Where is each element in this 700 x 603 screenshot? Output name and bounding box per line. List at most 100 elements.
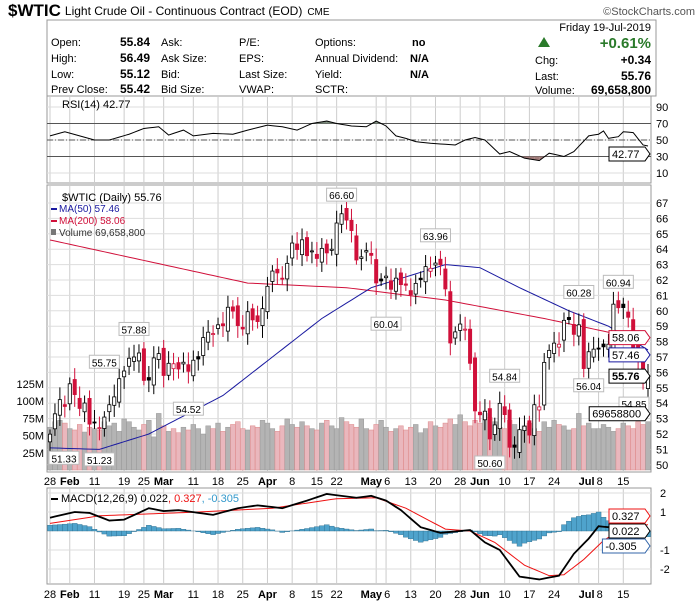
volume-bar xyxy=(220,431,226,471)
histogram-bar xyxy=(210,530,216,535)
last-price-tag-box xyxy=(608,368,651,384)
y-tick-label: 59 xyxy=(656,321,668,333)
histogram-bar xyxy=(497,530,503,535)
volume-bar xyxy=(146,420,152,471)
candle-body xyxy=(67,383,72,405)
candle-body xyxy=(532,404,537,436)
x-tick-label: 19 xyxy=(118,589,130,601)
label-volume: Volume: xyxy=(535,85,575,97)
histogram-bar xyxy=(477,530,483,534)
price-annotation: 54.85 xyxy=(621,400,646,411)
candle-body xyxy=(591,348,596,358)
ma50-line xyxy=(49,264,649,450)
candle-body xyxy=(82,402,87,413)
x-tick-label: Apr xyxy=(258,589,278,601)
histogram-bar xyxy=(57,524,63,532)
last-price-tag: 55.76 xyxy=(612,371,640,383)
volume-bar xyxy=(605,426,612,471)
candle-body xyxy=(132,356,137,362)
volume-bar xyxy=(141,424,147,471)
volume-bar xyxy=(329,425,335,471)
histogram-bar xyxy=(487,530,493,537)
histogram-bar xyxy=(52,524,58,532)
x-tick-label: May xyxy=(361,589,383,601)
candle-body xyxy=(122,370,127,378)
histogram-bar xyxy=(319,525,325,532)
histogram-bar xyxy=(561,524,567,532)
candle-body xyxy=(102,416,107,429)
candle-body xyxy=(319,248,324,263)
volume-bar xyxy=(571,428,577,471)
candle-body xyxy=(181,361,186,365)
volume-tick-label: 100M xyxy=(16,396,44,408)
histogram-bar xyxy=(492,530,498,537)
value-annual-dividend: N/A xyxy=(410,53,429,65)
candle-body xyxy=(260,308,265,327)
candle-body xyxy=(87,398,92,425)
signal-tag: 0.327 xyxy=(612,511,640,523)
candle-body xyxy=(220,323,225,327)
candle-body xyxy=(586,351,591,369)
price-annotation: 60.28 xyxy=(566,288,591,299)
candle-body xyxy=(211,333,216,335)
rsi-line xyxy=(49,120,649,162)
volume-bar xyxy=(541,421,547,471)
candle-body xyxy=(458,323,463,331)
macd-frame xyxy=(46,487,652,585)
volume-bar xyxy=(235,421,241,471)
candle-body xyxy=(314,253,319,259)
histogram-bar xyxy=(81,525,88,532)
x-tick-label: 11 xyxy=(188,476,199,488)
x-tick-label: 15 xyxy=(311,476,323,488)
candle-body xyxy=(408,290,413,296)
volume-bar xyxy=(581,425,587,471)
up-arrow-icon xyxy=(538,37,550,47)
x-tick-label: Feb xyxy=(60,476,80,488)
volume-bar xyxy=(635,421,641,471)
candle-body xyxy=(146,377,151,381)
candle-body xyxy=(57,399,62,416)
candle-body xyxy=(290,242,295,259)
price-annotation-box xyxy=(474,455,506,470)
volume-bar xyxy=(205,425,211,471)
candle-body xyxy=(438,258,443,266)
histogram-bar xyxy=(146,525,152,532)
candle-body xyxy=(216,324,221,329)
candle-body xyxy=(487,408,492,440)
volume-bar xyxy=(437,426,444,471)
candle-body xyxy=(403,283,408,286)
candle-body xyxy=(166,362,171,376)
x-tick-label: 28 xyxy=(44,476,56,488)
candle-body xyxy=(92,421,97,424)
volume-bar xyxy=(190,424,196,471)
histogram-bar xyxy=(413,530,419,541)
candle-body xyxy=(62,404,67,407)
macd-title: MACD(12,26,9) 0.022, 0.327, -0.305 xyxy=(61,493,239,505)
price-annotation: 60.04 xyxy=(374,320,399,331)
volume-bar xyxy=(393,428,399,471)
histogram-bar xyxy=(363,529,369,532)
macd-tag: 0.022 xyxy=(612,526,640,538)
histogram-bar xyxy=(521,530,528,544)
candle-body xyxy=(107,404,112,413)
histogram-bar xyxy=(235,529,241,532)
candle-body xyxy=(48,433,53,443)
candle-body xyxy=(136,352,141,362)
price-annotation: 51.23 xyxy=(87,456,112,467)
candle-body xyxy=(626,311,631,318)
volume-bar xyxy=(620,422,626,471)
volume-bar xyxy=(398,425,404,471)
y-tick-label: 2 xyxy=(660,488,666,500)
label-vwap: VWAP: xyxy=(239,84,274,96)
volume-bar xyxy=(185,429,192,471)
volume-bar xyxy=(600,424,607,471)
candle-body xyxy=(285,262,290,280)
value-options: no xyxy=(412,37,426,49)
volume-bar xyxy=(269,428,276,471)
x-tick-label: 25 xyxy=(237,476,249,488)
signal-line xyxy=(49,497,649,577)
candle-body xyxy=(527,420,532,436)
volume-bar xyxy=(457,414,463,471)
value-prev-close: 55.42 xyxy=(120,82,150,96)
price-annotation: 54.84 xyxy=(492,372,517,383)
